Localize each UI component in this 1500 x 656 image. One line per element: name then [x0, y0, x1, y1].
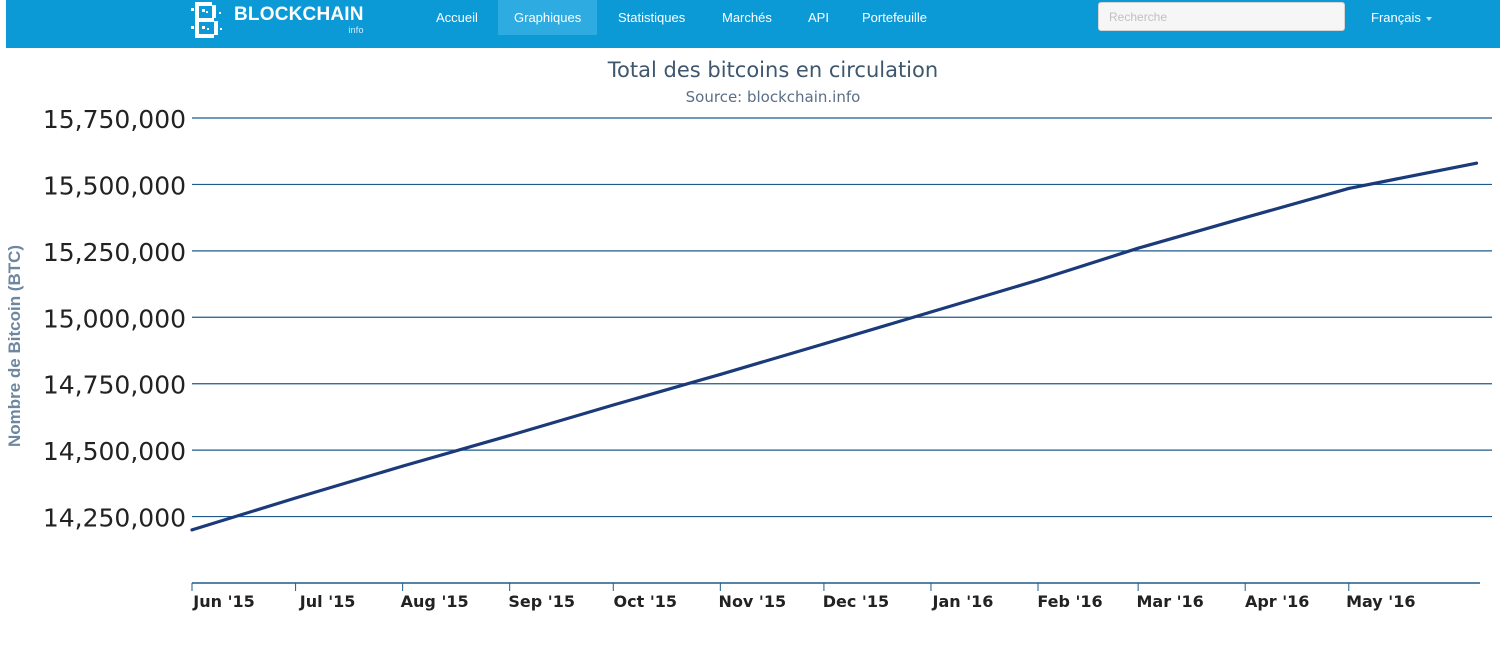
data-point [401, 464, 405, 468]
y-tick-label: 14,250,000 [43, 504, 186, 533]
x-tick-label: Jul '15 [299, 592, 356, 611]
nav-item-marches[interactable]: Marchés [722, 10, 772, 25]
y-axis-label: Nombre de Bitcoin (BTC) [5, 245, 24, 447]
x-axis: Jun '15 Jul '15 Aug '15 Sep '15 Oct '15 Nov '… [191, 582, 1480, 611]
y-tick-label: 15,000,000 [43, 304, 186, 333]
bitcoin-supply-chart: Total des bitcoins en circulation Source… [5, 58, 1492, 611]
x-tick-label: Jan '16 [932, 592, 994, 611]
y-tick-label: 15,500,000 [43, 171, 186, 200]
series-line [190, 161, 1479, 532]
search-input[interactable] [1098, 2, 1345, 31]
data-point [190, 528, 194, 532]
x-tick-label: Oct '15 [614, 592, 677, 611]
x-tick-label: Jun '15 [192, 592, 254, 611]
data-point [294, 496, 298, 500]
nav-item-statistiques[interactable]: Statistiques [618, 10, 686, 25]
blockchain-logo[interactable]: BLOCKCHAIN info [186, 0, 364, 48]
x-tick-label: Feb '16 [1037, 592, 1102, 611]
x-tick-label: Nov '15 [719, 592, 787, 611]
x-tick-label: Dec '15 [823, 592, 889, 611]
x-tick-label: Apr '16 [1245, 592, 1309, 611]
data-point [611, 403, 615, 407]
logo-title: BLOCKCHAIN [234, 4, 364, 25]
data-point [1036, 278, 1040, 282]
data-point [1347, 186, 1351, 190]
y-tick-label: 15,250,000 [43, 238, 186, 267]
blockchain-logo-icon [191, 2, 222, 38]
data-point [929, 310, 933, 314]
data-point [1243, 216, 1247, 220]
top-navbar: BLOCKCHAIN info Accueil Graphiques Stati… [6, 0, 1500, 48]
y-tick-label: 14,500,000 [43, 437, 186, 466]
nav-item-graphiques[interactable]: Graphiques [498, 0, 598, 35]
x-tick-label: May '16 [1346, 592, 1415, 611]
data-point [1136, 246, 1140, 250]
language-label: Français [1371, 10, 1421, 25]
data-point [718, 372, 722, 376]
grid-lines [192, 117, 1492, 518]
x-tick-label: Sep '15 [508, 592, 575, 611]
nav-item-portefeuille[interactable]: Portefeuille [862, 10, 928, 25]
nav-item-accueil[interactable]: Accueil [436, 10, 478, 25]
data-point [822, 342, 826, 346]
data-point [1475, 161, 1479, 165]
nav-item-api[interactable]: API [808, 10, 829, 25]
language-dropdown[interactable]: Français [1371, 0, 1432, 35]
x-tick-label: Aug '15 [401, 592, 469, 611]
y-tick-labels: 14,250,000 14,500,000 14,750,000 15,000,000… [43, 105, 186, 533]
y-tick-label: 14,750,000 [43, 371, 186, 400]
logo-subtitle: info [348, 25, 364, 35]
logo-text: BLOCKCHAIN info [234, 4, 364, 35]
y-tick-label: 15,750,000 [43, 105, 186, 134]
chart-subtitle: Source: blockchain.info [686, 88, 861, 106]
series-layer [190, 161, 1479, 532]
chart-title: Total des bitcoins en circulation [607, 58, 938, 82]
x-tick-label: Mar '16 [1136, 592, 1203, 611]
data-point [508, 434, 512, 438]
chevron-down-icon [1425, 16, 1432, 21]
